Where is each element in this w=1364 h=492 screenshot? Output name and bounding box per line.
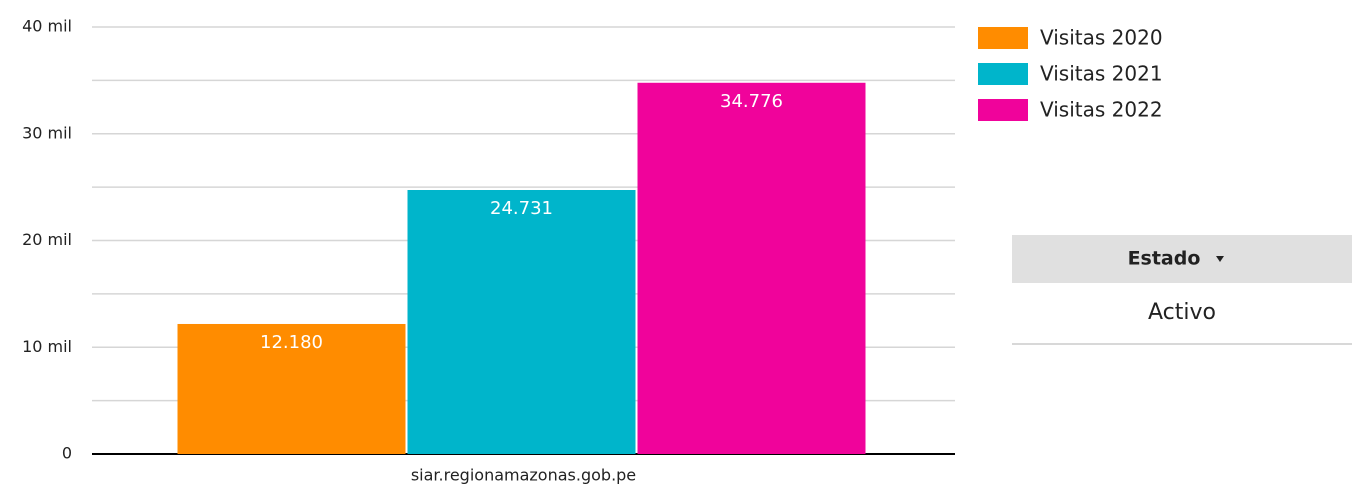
- legend-label: Visitas 2020: [1040, 26, 1163, 50]
- y-tick-label: 40 mil: [22, 17, 72, 36]
- bar: [407, 189, 636, 454]
- legend-label: Visitas 2022: [1040, 98, 1163, 122]
- data-label: 34.776: [720, 91, 783, 112]
- bar: [177, 323, 406, 454]
- legend-swatch: [978, 63, 1028, 85]
- y-tick-label: 30 mil: [22, 123, 72, 142]
- data-label: 24.731: [490, 198, 553, 219]
- y-tick-label: 20 mil: [22, 230, 72, 249]
- data-label: 12.180: [260, 332, 323, 353]
- legend-swatch: [978, 27, 1028, 49]
- x-tick-label: siar.regionamazonas.gob.pe: [411, 466, 636, 485]
- legend-label: Visitas 2021: [1040, 62, 1163, 86]
- y-tick-label: 0: [62, 444, 72, 463]
- dropdown-arrow[interactable]: [1216, 256, 1224, 262]
- filter-header[interactable]: [1012, 235, 1352, 283]
- y-tick-label: 10 mil: [22, 337, 72, 356]
- filter-option[interactable]: Activo: [1148, 300, 1216, 325]
- filter-label[interactable]: Estado: [1128, 248, 1201, 270]
- legend-swatch: [978, 99, 1028, 121]
- bar: [637, 82, 866, 454]
